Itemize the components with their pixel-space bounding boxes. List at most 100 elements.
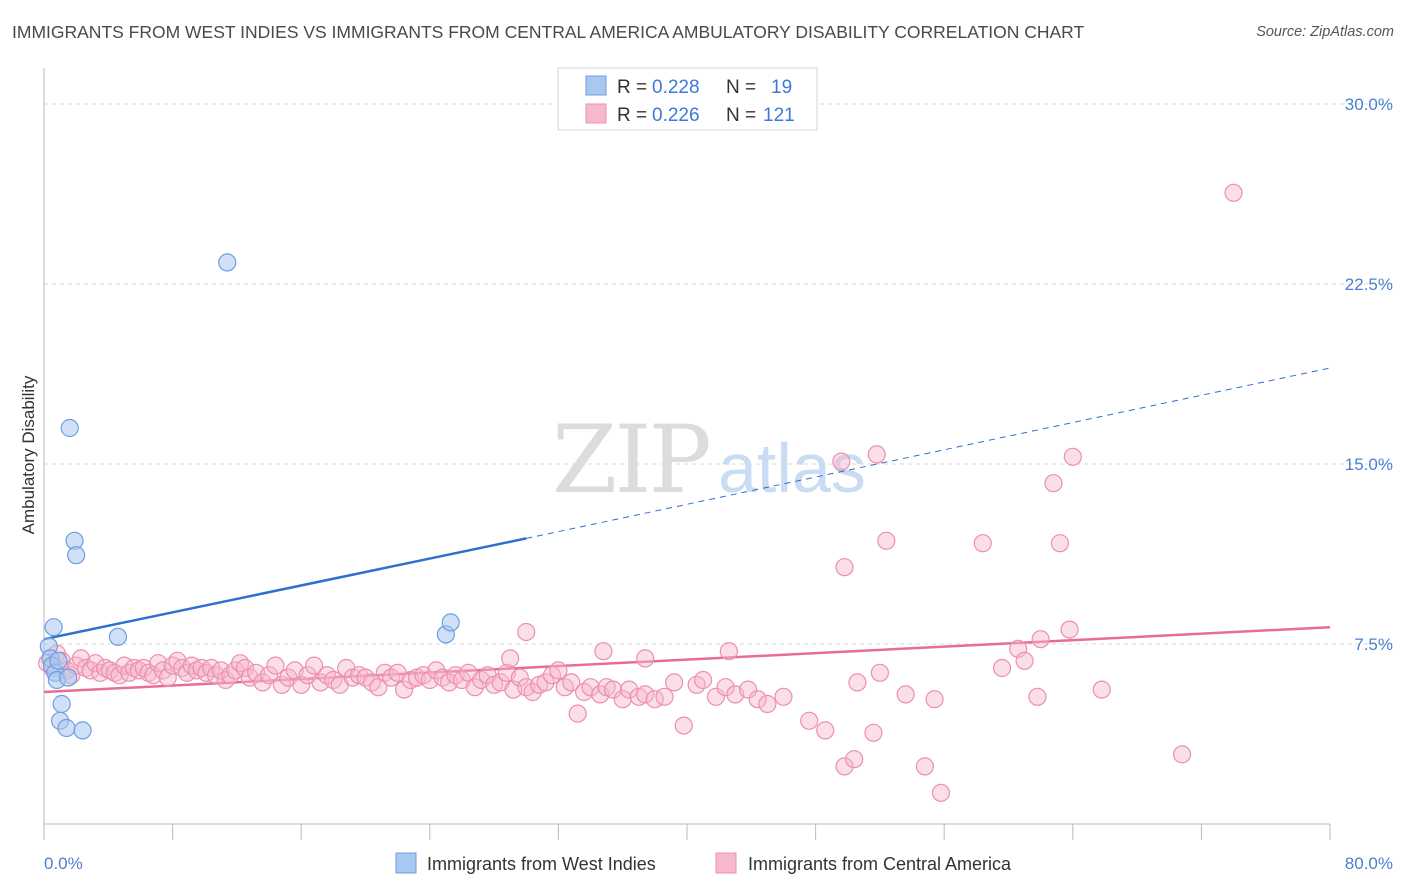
data-point-west-indies	[59, 668, 78, 687]
data-point-central-america	[758, 694, 777, 714]
data-point-central-america	[774, 687, 793, 706]
data-point-central-america	[848, 673, 867, 692]
data-point-central-america	[1063, 447, 1082, 466]
data-point-central-america	[716, 678, 735, 697]
data-point-central-america	[931, 783, 951, 802]
y-tick-label: 15.0%	[1345, 455, 1393, 474]
data-point-central-america	[896, 685, 915, 704]
data-point-central-america	[1028, 687, 1047, 706]
data-point-central-america	[549, 661, 568, 680]
data-point-central-america	[655, 687, 674, 706]
watermark: ZIP atlas	[552, 406, 866, 515]
data-point-central-america	[124, 658, 144, 678]
bottom-legend-swatch-blue	[395, 852, 417, 874]
watermark-zip: ZIP	[552, 406, 709, 515]
data-point-central-america	[1031, 630, 1050, 649]
data-point-central-america	[76, 658, 95, 678]
data-point-central-america	[105, 663, 124, 682]
data-point-west-indies	[67, 546, 86, 565]
data-point-central-america	[636, 649, 655, 668]
data-point-central-america	[266, 656, 285, 675]
data-point-central-america	[925, 690, 944, 709]
data-point-central-america	[1044, 474, 1063, 493]
data-point-west-indies	[49, 651, 68, 670]
series-central-america	[38, 183, 1243, 802]
legend-entry-west-indies: R = 0.228 N = 19	[585, 75, 792, 98]
data-point-central-america	[665, 673, 684, 692]
data-point-central-america	[211, 661, 230, 680]
x-tick-label: 0.0%	[44, 854, 83, 873]
data-point-west-indies	[218, 253, 237, 272]
data-point-central-america	[1060, 620, 1079, 639]
bottom-legend-label-central-america: Immigrants from Central America	[748, 854, 1012, 874]
data-point-central-america	[292, 675, 311, 694]
watermark-atlas: atlas	[718, 429, 866, 507]
y-axis-label: Ambulatory Disability	[19, 375, 38, 534]
data-point-central-america	[465, 678, 484, 697]
data-point-central-america	[562, 673, 581, 692]
data-point-central-america	[71, 649, 91, 668]
gridlines	[44, 103, 1393, 645]
data-point-central-america	[86, 654, 105, 673]
data-point-west-indies	[441, 613, 460, 632]
data-point-central-america	[568, 704, 587, 723]
data-point-central-america	[501, 649, 520, 668]
data-point-central-america	[510, 668, 529, 687]
data-point-central-america	[636, 685, 655, 704]
x-tick-label: 80.0%	[1345, 854, 1393, 873]
data-point-west-indies	[60, 418, 79, 438]
legend-r-label: R =	[617, 77, 647, 98]
tick-labels: 7.5% 15.0% 22.5% 30.0% 0.0% 80.0%	[44, 95, 1393, 873]
data-point-central-america	[864, 723, 883, 742]
data-point-central-america	[870, 663, 890, 682]
data-point-central-america	[835, 757, 854, 776]
data-point-central-america	[253, 673, 272, 692]
data-point-central-america	[748, 690, 767, 709]
data-point-central-america	[523, 682, 542, 702]
data-point-central-america	[845, 750, 864, 769]
data-point-central-america	[832, 452, 851, 471]
data-point-central-america	[536, 673, 555, 692]
legend-r-label: R =	[617, 105, 647, 126]
data-point-central-america	[706, 687, 726, 706]
data-point-central-america	[835, 558, 854, 577]
data-point-central-america	[1015, 651, 1034, 670]
data-point-central-america	[992, 658, 1012, 678]
y-axis-label-group: Ambulatory Disability	[19, 375, 38, 534]
data-point-central-america	[144, 666, 163, 685]
trendline-west-indies-extension	[526, 367, 1331, 539]
trendline-west-indies	[43, 537, 527, 641]
data-point-central-america	[100, 661, 120, 680]
data-point-central-america	[272, 675, 292, 694]
y-tick-label: 22.5%	[1345, 275, 1393, 294]
legend-r-value: 0.226	[652, 105, 700, 126]
data-point-west-indies	[108, 627, 128, 646]
legend-n-value: 121	[763, 105, 795, 126]
data-point-central-america	[394, 680, 414, 699]
chart-title: IMMIGRANTS FROM WEST INDIES VS IMMIGRANT…	[12, 22, 1085, 42]
legend-n-value: 19	[771, 77, 792, 98]
y-tick-label: 30.0%	[1345, 95, 1393, 114]
data-point-central-america	[800, 711, 819, 730]
data-point-central-america	[95, 658, 115, 678]
data-point-central-america	[1173, 745, 1192, 764]
legend-swatch-pink	[585, 103, 607, 124]
data-point-west-indies	[73, 721, 92, 740]
data-point-central-america	[427, 661, 446, 680]
data-point-central-america	[867, 445, 886, 464]
legend-n-label: N =	[726, 77, 756, 98]
data-point-central-america	[693, 670, 713, 690]
data-point-central-america	[304, 656, 324, 675]
data-point-central-america	[139, 663, 158, 682]
data-point-central-america	[581, 678, 600, 697]
data-point-central-america	[915, 757, 935, 776]
bottom-legend-label-west-indies: Immigrants from West Indies	[427, 854, 656, 874]
chart-source: Source: ZipAtlas.com	[1256, 24, 1394, 40]
data-point-central-america	[1092, 680, 1111, 699]
legend: R = 0.228 N = 19 R = 0.226 N = 121	[557, 67, 818, 131]
data-point-central-america	[259, 666, 279, 685]
legend-entry-central-america: R = 0.226 N = 121	[585, 103, 795, 126]
bottom-legend: Immigrants from West Indies Immigrants f…	[395, 852, 1012, 874]
data-point-central-america	[158, 668, 177, 687]
